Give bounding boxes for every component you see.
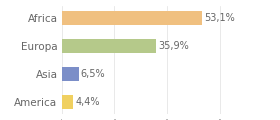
Bar bbox=[62, 11, 202, 25]
Text: 4,4%: 4,4% bbox=[75, 97, 100, 107]
Bar bbox=[62, 67, 79, 81]
Text: 6,5%: 6,5% bbox=[81, 69, 106, 79]
Bar bbox=[62, 39, 156, 53]
Text: 53,1%: 53,1% bbox=[204, 13, 235, 23]
Bar bbox=[62, 95, 73, 109]
Text: 35,9%: 35,9% bbox=[158, 41, 189, 51]
